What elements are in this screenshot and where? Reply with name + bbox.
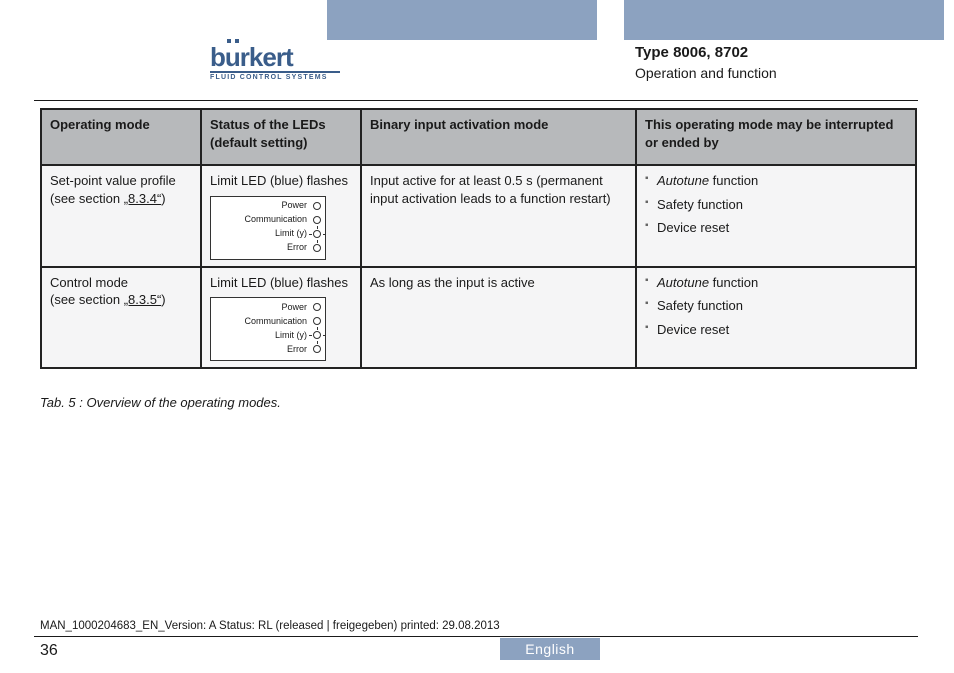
led-label-power: Power <box>281 199 307 211</box>
led-label-communication: Communication <box>244 213 307 225</box>
table-caption: Tab. 5 : Overview of the operating modes… <box>40 395 281 410</box>
section-ref[interactable]: „8.3.4“ <box>124 191 162 206</box>
cell-binary-input: Input active for at least 0.5 s (permane… <box>361 165 636 267</box>
cell-led-status: Limit LED (blue) flashes Power Communica… <box>201 267 361 369</box>
language-badge: English <box>500 638 600 660</box>
list-item-rest: function <box>709 275 758 290</box>
mode-close: ) <box>161 191 165 206</box>
col-operating-mode: Operating mode <box>41 109 201 165</box>
list-item-rest: Device reset <box>657 220 729 235</box>
led-limit-flash-icon <box>313 230 321 238</box>
mode-text: Control mode <box>50 275 128 290</box>
table-header-row: Operating mode Status of the LEDs (defau… <box>41 109 916 165</box>
brand-logo-tagline: FLUID CONTROL SYSTEMS <box>210 74 340 81</box>
interrupt-list: Autotune function Safety function Device… <box>645 274 907 339</box>
led-error-icon <box>313 244 321 252</box>
led-status-text: Limit LED (blue) flashes <box>210 173 348 188</box>
mode-text2: (see section <box>50 292 124 307</box>
page-number: 36 <box>40 642 58 660</box>
col-binary-input: Binary input activation mode <box>361 109 636 165</box>
accent-bar-right <box>624 0 944 40</box>
doc-type-line: Type 8006, 8702 <box>635 44 777 61</box>
interrupt-list: Autotune function Safety function Device… <box>645 172 907 237</box>
header-rule <box>34 100 918 101</box>
led-status-text: Limit LED (blue) flashes <box>210 275 348 290</box>
footer-doc-line: MAN_1000204683_EN_Version: A Status: RL … <box>40 620 500 632</box>
operating-modes-table: Operating mode Status of the LEDs (defau… <box>40 108 915 369</box>
led-label-error: Error <box>287 241 307 253</box>
col-interrupted-by: This operating mode may be interrupted o… <box>636 109 916 165</box>
page-header: burkert FLUID CONTROL SYSTEMS Type 8006,… <box>0 42 954 97</box>
mode-close: ) <box>161 292 165 307</box>
brand-logo: burkert FLUID CONTROL SYSTEMS <box>210 42 340 81</box>
led-power-icon <box>313 303 321 311</box>
table-row: Control mode (see section „8.3.5“) Limit… <box>41 267 916 369</box>
header-right-block: Type 8006, 8702 Operation and function <box>635 44 777 81</box>
section-ref[interactable]: „8.3.5“ <box>124 292 162 307</box>
list-item: Device reset <box>645 219 907 237</box>
col-led-status: Status of the LEDs (default setting) <box>201 109 361 165</box>
list-item-rest: Device reset <box>657 322 729 337</box>
list-item-rest: function <box>709 173 758 188</box>
list-item: Safety function <box>645 196 907 214</box>
doc-section-line: Operation and function <box>635 65 777 81</box>
list-item: Autotune function <box>645 172 907 190</box>
cell-binary-input: As long as the input is active <box>361 267 636 369</box>
led-label-error: Error <box>287 343 307 355</box>
list-item: Autotune function <box>645 274 907 292</box>
led-label-power: Power <box>281 301 307 313</box>
brand-logo-word: burkert <box>210 42 340 73</box>
led-diagram: Power Communication Limit (y) Error <box>210 196 326 260</box>
led-label-limit: Limit (y) <box>275 227 307 239</box>
led-label-communication: Communication <box>244 315 307 327</box>
cell-operating-mode: Control mode (see section „8.3.5“) <box>41 267 201 369</box>
list-item: Device reset <box>645 321 907 339</box>
top-accent-bars <box>0 0 954 40</box>
table-row: Set-point value profile (see section „8.… <box>41 165 916 267</box>
cell-operating-mode: Set-point value profile (see section „8.… <box>41 165 201 267</box>
list-item-italic: Autotune <box>657 275 709 290</box>
led-diagram: Power Communication Limit (y) Error <box>210 297 326 361</box>
footer-rule <box>34 636 918 637</box>
list-item-italic: Autotune <box>657 173 709 188</box>
cell-interrupted-by: Autotune function Safety function Device… <box>636 165 916 267</box>
led-communication-icon <box>313 317 321 325</box>
led-limit-flash-icon <box>313 331 321 339</box>
list-item-rest: Safety function <box>657 298 743 313</box>
cell-led-status: Limit LED (blue) flashes Power Communica… <box>201 165 361 267</box>
cell-interrupted-by: Autotune function Safety function Device… <box>636 267 916 369</box>
led-error-icon <box>313 345 321 353</box>
led-communication-icon <box>313 216 321 224</box>
list-item: Safety function <box>645 297 907 315</box>
list-item-rest: Safety function <box>657 197 743 212</box>
accent-bar-left <box>327 0 597 40</box>
led-label-limit: Limit (y) <box>275 329 307 341</box>
led-power-icon <box>313 202 321 210</box>
